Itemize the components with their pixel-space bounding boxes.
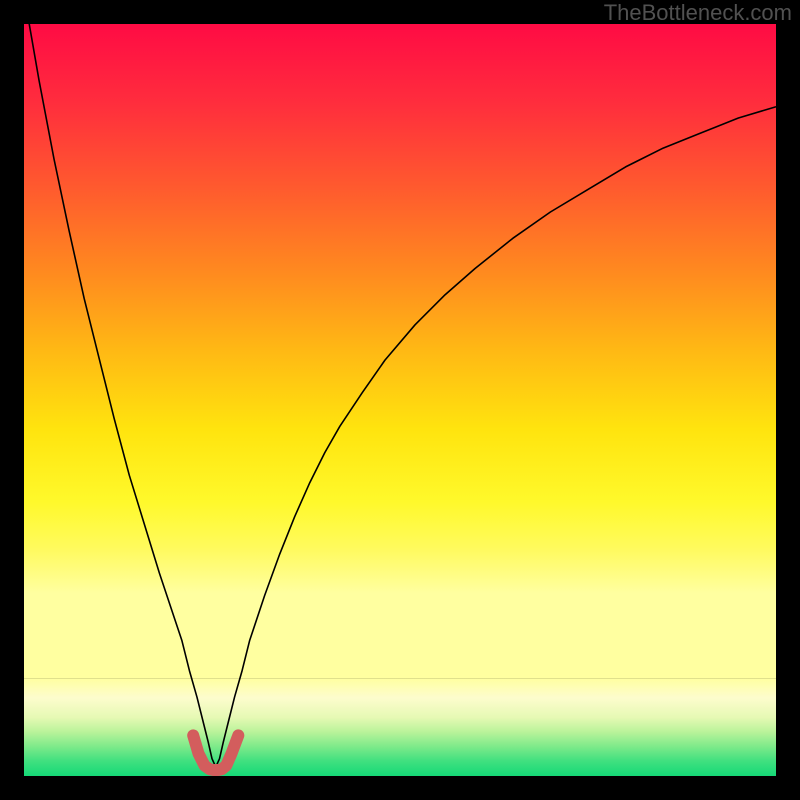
watermark-text: TheBottleneck.com [604,0,792,25]
gradient-upper [24,24,776,678]
bottleneck-chart: TheBottleneck.com [0,0,800,800]
gradient-bottom-band [24,678,776,776]
